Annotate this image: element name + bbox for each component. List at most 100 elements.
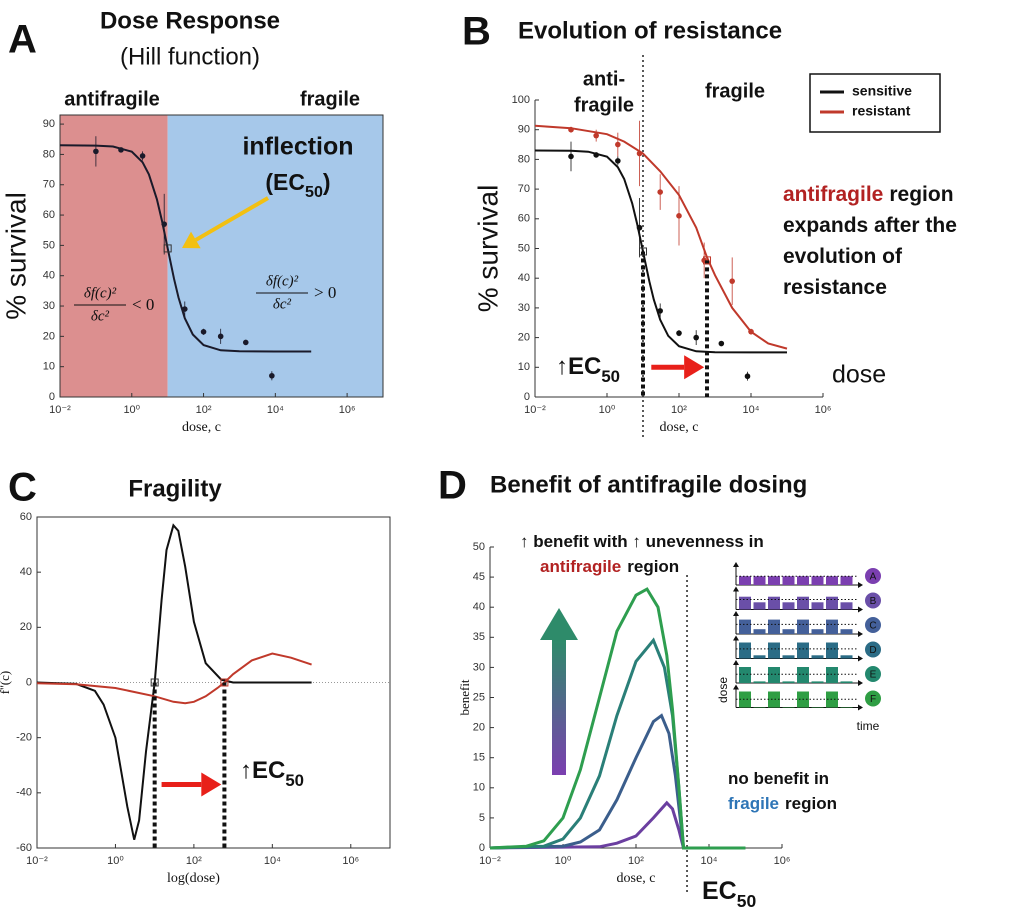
text-segment: region [889,183,953,206]
schedule-badge [865,568,881,584]
schedule-bar [753,576,766,585]
x-tick-label: 10² [186,855,202,867]
schedule-bar [782,629,795,634]
y-tick-label: 50 [43,239,55,251]
x-tick-label: 10⁶ [342,855,359,867]
schedule-bar [826,576,838,585]
schedule-bar [797,667,809,683]
curve [489,800,746,850]
chart-title: Dose Response [100,7,280,34]
y-tick-label: 40 [43,270,55,282]
y-tick-label: 70 [518,183,530,195]
curve [489,587,746,850]
data-point [744,373,751,380]
y-tick-label: 70 [43,179,55,191]
y-tick-label: 20 [473,722,485,734]
data-point [657,189,663,195]
schedule-bar [811,576,824,585]
schedule-bar [797,619,809,634]
shift-label: ↑EC50 [556,353,620,386]
ec50-marker [150,678,159,687]
data-point [615,158,621,164]
shift-label: ↑EC50 [240,757,304,790]
schedule-bar [739,596,751,610]
schedule-label: F [870,694,876,705]
y-tick-label: 10 [518,361,530,373]
formula-relation: > 0 [314,283,336,302]
data-point [615,141,621,148]
data-point [748,328,754,335]
schedule-bar [782,602,795,610]
legend-box [809,73,941,133]
annotation-line: evolution of [783,245,903,268]
y-tick-label: 60 [43,209,55,221]
data-point [636,150,643,157]
schedule-bar [811,681,824,683]
data-point [729,278,735,284]
schedule-bar [797,596,809,610]
y-tick-label: 5 [479,812,485,824]
text-segment: region [627,557,679,576]
schedule-bar [739,619,751,634]
x-tick-label: 10⁶ [815,404,832,416]
text-sub: 50 [601,367,620,386]
arrow-head [201,772,222,797]
x-tick-label: 10² [671,404,687,416]
y-tick-label: 40 [473,601,485,613]
formula-denominator: δc² [273,296,292,312]
x-tick-label: 10⁻² [26,855,48,867]
schedule-bar [797,642,809,659]
y-tick-label: 30 [473,661,485,673]
inset-axis-head [858,680,863,686]
arrow-shaft [194,196,270,242]
schedule-badge [865,617,881,633]
inset-x-label: time [857,719,880,733]
schedule-bar [840,655,853,659]
curve [534,124,788,350]
plot-frame [59,114,384,398]
chart-title: Benefit of antifragile dosing [490,471,807,498]
y-tick-label: 50 [473,541,485,553]
y-tick-label: 90 [518,124,530,136]
schedule-bar [739,576,751,585]
curve [534,149,787,354]
text-segment: antifragile [540,557,621,576]
schedule-bar [811,655,824,659]
schedule-badge [865,592,881,609]
y-tick-label: 100 [512,94,530,106]
schedule-bar [797,576,809,585]
inset-axis-head [858,704,863,711]
callout-word: inflection [242,133,353,161]
data-point [718,340,725,347]
data-point [593,152,599,158]
x-tick-label: 10⁰ [555,855,572,867]
y-tick-label: 0 [524,391,530,403]
region-label: fragile [300,88,360,110]
data-point [217,333,224,340]
text-segment: ↑ benefit with ↑ unevenness in [520,532,764,551]
schedule-bar [768,576,780,585]
schedule-bar [739,642,751,659]
schedule-bar [782,576,795,585]
x-axis-label: log(dose) [167,871,220,886]
y-tick-label: 10 [43,361,55,373]
y-tick-label: 20 [43,330,55,342]
arrow-head [684,355,705,380]
formula-numerator: δf(c)² [266,273,299,289]
schedule-bar [753,602,766,610]
region-label: fragile [705,80,765,102]
data-point [161,221,167,227]
ec50-label: EC50 [702,877,756,911]
callout-ec50: (EC50) [265,169,330,201]
note-line: fragile region [728,794,837,813]
x-axis-label: dose, c [660,420,699,435]
text-segment: region [785,794,837,813]
x-tick-label: 10⁰ [599,404,616,416]
schedule-bar [840,602,853,610]
schedule-label: D [869,645,876,656]
x-tick-label: 10⁻² [524,404,546,416]
curve [36,523,312,840]
x-tick-label: 10⁻² [479,855,501,867]
formula-numerator: δf(c)² [84,285,117,301]
text-sub: 50 [305,183,323,201]
